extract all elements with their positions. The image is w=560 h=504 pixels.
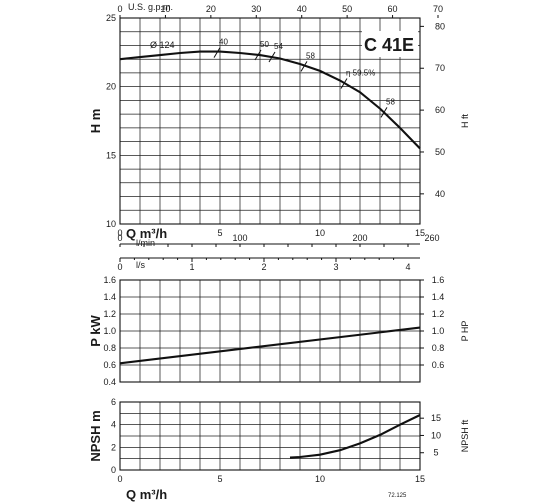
lmin-tick-label: 0 (117, 233, 122, 243)
efficiency-marks: 40 50 54 58 η 59.5% 58 (213, 38, 395, 118)
p-tick-label: 1.2 (103, 309, 116, 319)
model-label: C 41E (364, 35, 414, 55)
npsh-ft-tick-label: 15 (431, 413, 441, 423)
h-tick-label: 10 (106, 219, 116, 229)
chart-code-footnote: 72.125 (388, 493, 407, 499)
hp-tick-label: 0.6 (432, 360, 445, 370)
efficiency-tick (300, 61, 308, 72)
lmin-tick-label: 100 (232, 233, 247, 243)
gpm-tick-label: 20 (206, 4, 216, 14)
gpm-tick-label: 30 (251, 4, 261, 14)
h-axis-label: H m (88, 109, 103, 134)
h-ft-tick-label: 50 (435, 147, 445, 157)
lmin-tick-label: 260 (424, 233, 439, 243)
efficiency-tick (380, 107, 388, 118)
efficiency-label: 58 (306, 51, 315, 60)
efficiency-tick (254, 49, 262, 61)
impeller-diameter-label: Ø 124 (150, 40, 175, 50)
hp-tick-label: 0.8 (432, 343, 445, 353)
power-curve-grid (120, 280, 420, 382)
lmin-label: l/min (136, 238, 155, 248)
p-tick-label: 0.8 (103, 343, 116, 353)
hp-tick-label: 1.4 (432, 292, 445, 302)
h-ft-tick-label: 40 (435, 189, 445, 199)
q-tick-label: 15 (415, 228, 425, 238)
gpm-tick-label: 10 (160, 4, 170, 14)
us-gpm-axis: 0 10 20 30 40 50 60 70 (117, 4, 443, 19)
ls-tick-label: 4 (405, 262, 410, 272)
q-tick-label: 10 (315, 228, 325, 238)
h-ft-tick-label: 60 (435, 105, 445, 115)
us-gpm-label: U.S. g.p.m. (128, 2, 173, 12)
efficiency-label: 40 (219, 38, 228, 47)
gpm-tick-label: 40 (297, 4, 307, 14)
efficiency-tick (213, 47, 221, 58)
gpm-tick-label: 70 (433, 4, 443, 14)
p-axis-label: P kW (88, 315, 103, 347)
q-axis-label-top: Q m³/h (126, 226, 167, 241)
p-tick-label: 0.4 (103, 377, 116, 387)
npsh-curve-frame (119, 401, 421, 471)
npsh-curve-line (289, 414, 421, 459)
h-tick-label: 20 (106, 82, 116, 92)
gpm-tick-label: 50 (342, 4, 352, 14)
npsh-ft-tick-label: 5 (433, 448, 438, 458)
h-ft-axis-label: H ft (460, 114, 470, 129)
ls-label: l/s (136, 260, 146, 270)
q-axis-label-bottom: Q m³/h (126, 487, 167, 502)
h-tick-label: 15 (106, 150, 116, 160)
efficiency-label: 50 (260, 40, 269, 49)
p-tick-label: 1.4 (103, 292, 116, 302)
h-ft-tick-label: 80 (435, 21, 445, 31)
npsh-ft-axis-label: NPSH ft (460, 419, 470, 452)
hp-tick-label: 1.2 (432, 309, 445, 319)
p-tick-label: 0.6 (103, 360, 116, 370)
q-tick-label-bottom: 5 (217, 474, 222, 484)
npsh-tick-label: 6 (111, 397, 116, 407)
npsh-tick-label: 0 (111, 465, 116, 475)
q-tick-label-bottom: 15 (415, 474, 425, 484)
efficiency-label: η 59.5% (346, 69, 375, 78)
gpm-tick-label: 60 (388, 4, 398, 14)
hp-tick-label: 1.6 (432, 275, 445, 285)
ls-tick-label: 3 (333, 262, 338, 272)
model-label-bg (362, 31, 418, 57)
q-tick-label-bottom: 0 (117, 474, 122, 484)
lmin-tick-label: 200 (352, 233, 367, 243)
flow-unit-axes: 0 100 200 260 0 1 2 3 4 (117, 233, 439, 272)
efficiency-tick (268, 51, 276, 63)
q-tick-label-bottom: 10 (315, 474, 325, 484)
hp-tick-label: 1.0 (432, 326, 445, 336)
npsh-curve-grid (120, 402, 420, 470)
npsh-ft-tick-label: 10 (431, 430, 441, 440)
npsh-axis-label: NPSH m (88, 410, 103, 461)
p-tick-label: 1.0 (103, 326, 116, 336)
power-curve-line (119, 326, 421, 365)
h-ft-tick-label: 70 (435, 63, 445, 73)
q-tick-label: 0 (117, 228, 122, 238)
p-hp-axis-label: P HP (460, 321, 470, 342)
gpm-tick-label: 0 (117, 4, 122, 14)
ls-tick-label: 0 (117, 262, 122, 272)
ls-tick-label: 1 (189, 262, 194, 272)
npsh-tick-label: 4 (111, 420, 116, 430)
efficiency-tick (340, 78, 348, 89)
efficiency-label: 54 (274, 42, 283, 51)
ls-tick-label: 2 (261, 262, 266, 272)
q-tick-label: 5 (217, 228, 222, 238)
head-curve-line (119, 50, 421, 150)
p-tick-label: 1.6 (103, 275, 116, 285)
h-tick-label: 25 (106, 13, 116, 23)
npsh-tick-label: 2 (111, 442, 116, 452)
efficiency-label: 58 (386, 97, 395, 106)
